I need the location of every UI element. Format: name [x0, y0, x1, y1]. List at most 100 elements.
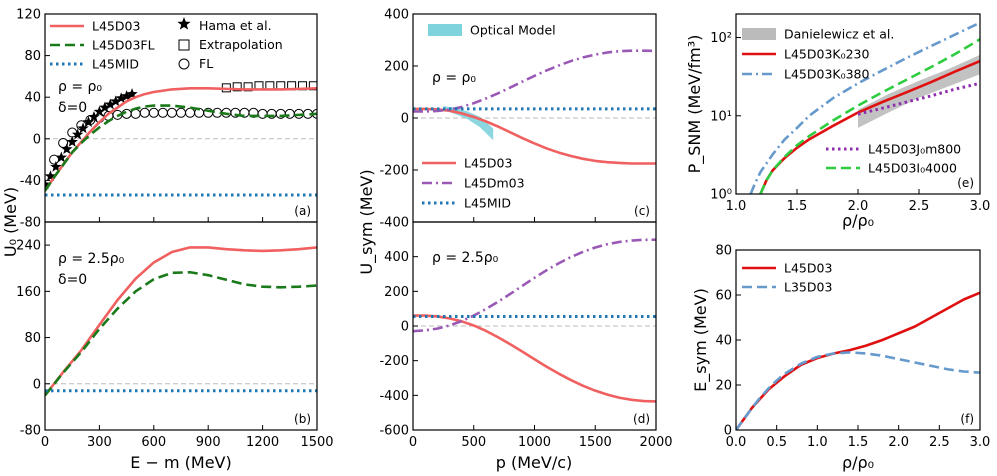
panel-label: (f): [960, 412, 974, 426]
x-tick-label: 2.5: [929, 435, 950, 450]
series-l45d03i-4000: [759, 38, 980, 194]
annotation-density: ρ = ρ₀: [432, 70, 476, 86]
series-l45d03k-230: [759, 59, 980, 194]
x-tick-label: 2.5: [909, 199, 930, 214]
panel-a-plot-area: [45, 81, 317, 197]
marker-fl-circle: [157, 107, 168, 118]
panel-b-plot-area: [45, 246, 317, 397]
y-tick-label: 240: [16, 239, 41, 254]
x-tick-label: 2.0: [888, 435, 909, 450]
y-tick-label: 0: [401, 320, 409, 335]
legend-label-l35d03: L35D03: [784, 280, 832, 295]
marker-hama-star: [120, 90, 133, 102]
panel-label: (e): [957, 176, 974, 190]
y-tick-label: 40: [715, 334, 732, 349]
annotation-density: ρ = 2.5ρ₀: [432, 250, 499, 266]
y-tick-label: -200: [379, 164, 409, 179]
panel-d-plot-area: [413, 238, 656, 403]
y-tick-label: -600: [379, 424, 409, 439]
x-tick-label: 1500: [300, 435, 333, 450]
y-tick-label: 10⁰: [710, 188, 732, 203]
y-tick-label: 0: [401, 112, 409, 127]
y-tick-label: 80: [24, 49, 41, 64]
legend-label-l45d03: L45D03: [92, 19, 140, 34]
y-tick-label: 80: [24, 331, 41, 346]
x-tick-label: 2.0: [848, 199, 869, 214]
marker-fl-circle: [85, 115, 96, 126]
marker-hama-star: [82, 116, 95, 128]
marker-hama-star: [71, 128, 84, 140]
y-tick-label: 400: [384, 8, 409, 23]
marker-fl-circle: [76, 120, 87, 131]
y-tick-label: -400: [379, 389, 409, 404]
marker-hama-star: [115, 92, 127, 104]
marker-fl-circle: [148, 107, 159, 118]
annotation-delta: δ=0: [58, 272, 87, 288]
marker-fl-circle: [284, 108, 295, 119]
y-tick-label: 120: [16, 8, 41, 23]
marker-hama-star: [61, 143, 73, 155]
marker-hama-star: [88, 110, 100, 122]
panel-label: (c): [634, 204, 650, 218]
x-tick-label: 3.0: [970, 435, 991, 450]
y-axis-label: U₀ (MeV): [1, 187, 20, 257]
y-tick-label: 10²: [710, 31, 732, 46]
legend-label-optical-model: Optical Model: [470, 23, 556, 38]
y-tick-label: 200: [384, 60, 409, 75]
legend-label-k230: L45D03K₀230: [784, 47, 870, 62]
marker-fl-circle: [67, 127, 78, 138]
series-l45d03: [413, 314, 656, 403]
legend-label-l45mid: L45MID: [464, 196, 511, 211]
x-tick-label: 0: [409, 435, 417, 450]
marker-fl-circle: [49, 154, 60, 165]
series-l35d03: [736, 351, 980, 430]
legend-label-danielewicz: Danielewicz et al.: [784, 27, 894, 42]
legend-label-l45d03: L45D03: [784, 261, 832, 276]
y-tick-label: 80: [715, 244, 732, 259]
x-tick-label: 1.5: [787, 199, 808, 214]
marker-hama-star: [45, 170, 57, 182]
y-tick-label: 20: [715, 379, 732, 394]
y-tick-label: 0: [33, 377, 41, 392]
legend-label-l45dm03: L45Dm03: [464, 176, 525, 191]
y-tick-label: 0: [33, 132, 41, 147]
legend-swatch-danielewicz: [742, 28, 776, 40]
marker-hama-star: [50, 160, 62, 172]
panel-label: (d): [633, 412, 650, 426]
marker-hama-star: [126, 88, 138, 99]
x-tick-label: 1.5: [848, 435, 869, 450]
legend-label-l45d03: L45D03: [464, 156, 512, 171]
y-axis-label: P_SNM (MeV/fm³): [685, 35, 705, 174]
x-tick-label: 900: [196, 435, 221, 450]
marker-hama-star: [99, 101, 111, 113]
marker-hama-star: [110, 95, 122, 107]
series-l45d03fl: [45, 270, 317, 397]
legend-star-icon: [177, 17, 191, 30]
legend-label-hama: Hama et al.: [199, 18, 272, 33]
panel-b-frame: [44, 221, 318, 431]
series-l45dm03: [413, 238, 656, 333]
y-tick-label: 40: [24, 91, 41, 106]
legend-label-i04000: L45D03I₀4000: [868, 161, 957, 176]
x-tick-label: 0.0: [726, 435, 747, 450]
legend-label-l45d03fl: L45D03FL: [92, 38, 155, 53]
y-tick-label: 0: [724, 424, 732, 439]
x-tick-label: 500: [461, 435, 486, 450]
marker-fl-circle: [58, 137, 69, 148]
band-danielewicz-et-al-: [858, 54, 980, 128]
marker-fl-circle: [185, 107, 196, 118]
x-axis-label: p (MeV/c): [496, 453, 573, 472]
y-tick-label: 10¹: [710, 109, 732, 124]
series-l45d03: [736, 291, 980, 430]
annotation-delta: δ=0: [58, 100, 87, 116]
y-tick-label: -80: [20, 216, 41, 231]
legend-label-k380: L45D03K₀380: [784, 67, 870, 82]
x-tick-label: 0: [41, 435, 49, 450]
legend-label-extrapolation: Extrapolation: [199, 37, 283, 52]
x-tick-label: 1.0: [726, 199, 747, 214]
x-tick-label: 2000: [639, 435, 672, 450]
x-axis-label: ρ/ρ₀: [842, 453, 874, 472]
y-axis-label: U_sym (MeV): [357, 169, 377, 274]
marker-hama-star: [66, 135, 78, 147]
